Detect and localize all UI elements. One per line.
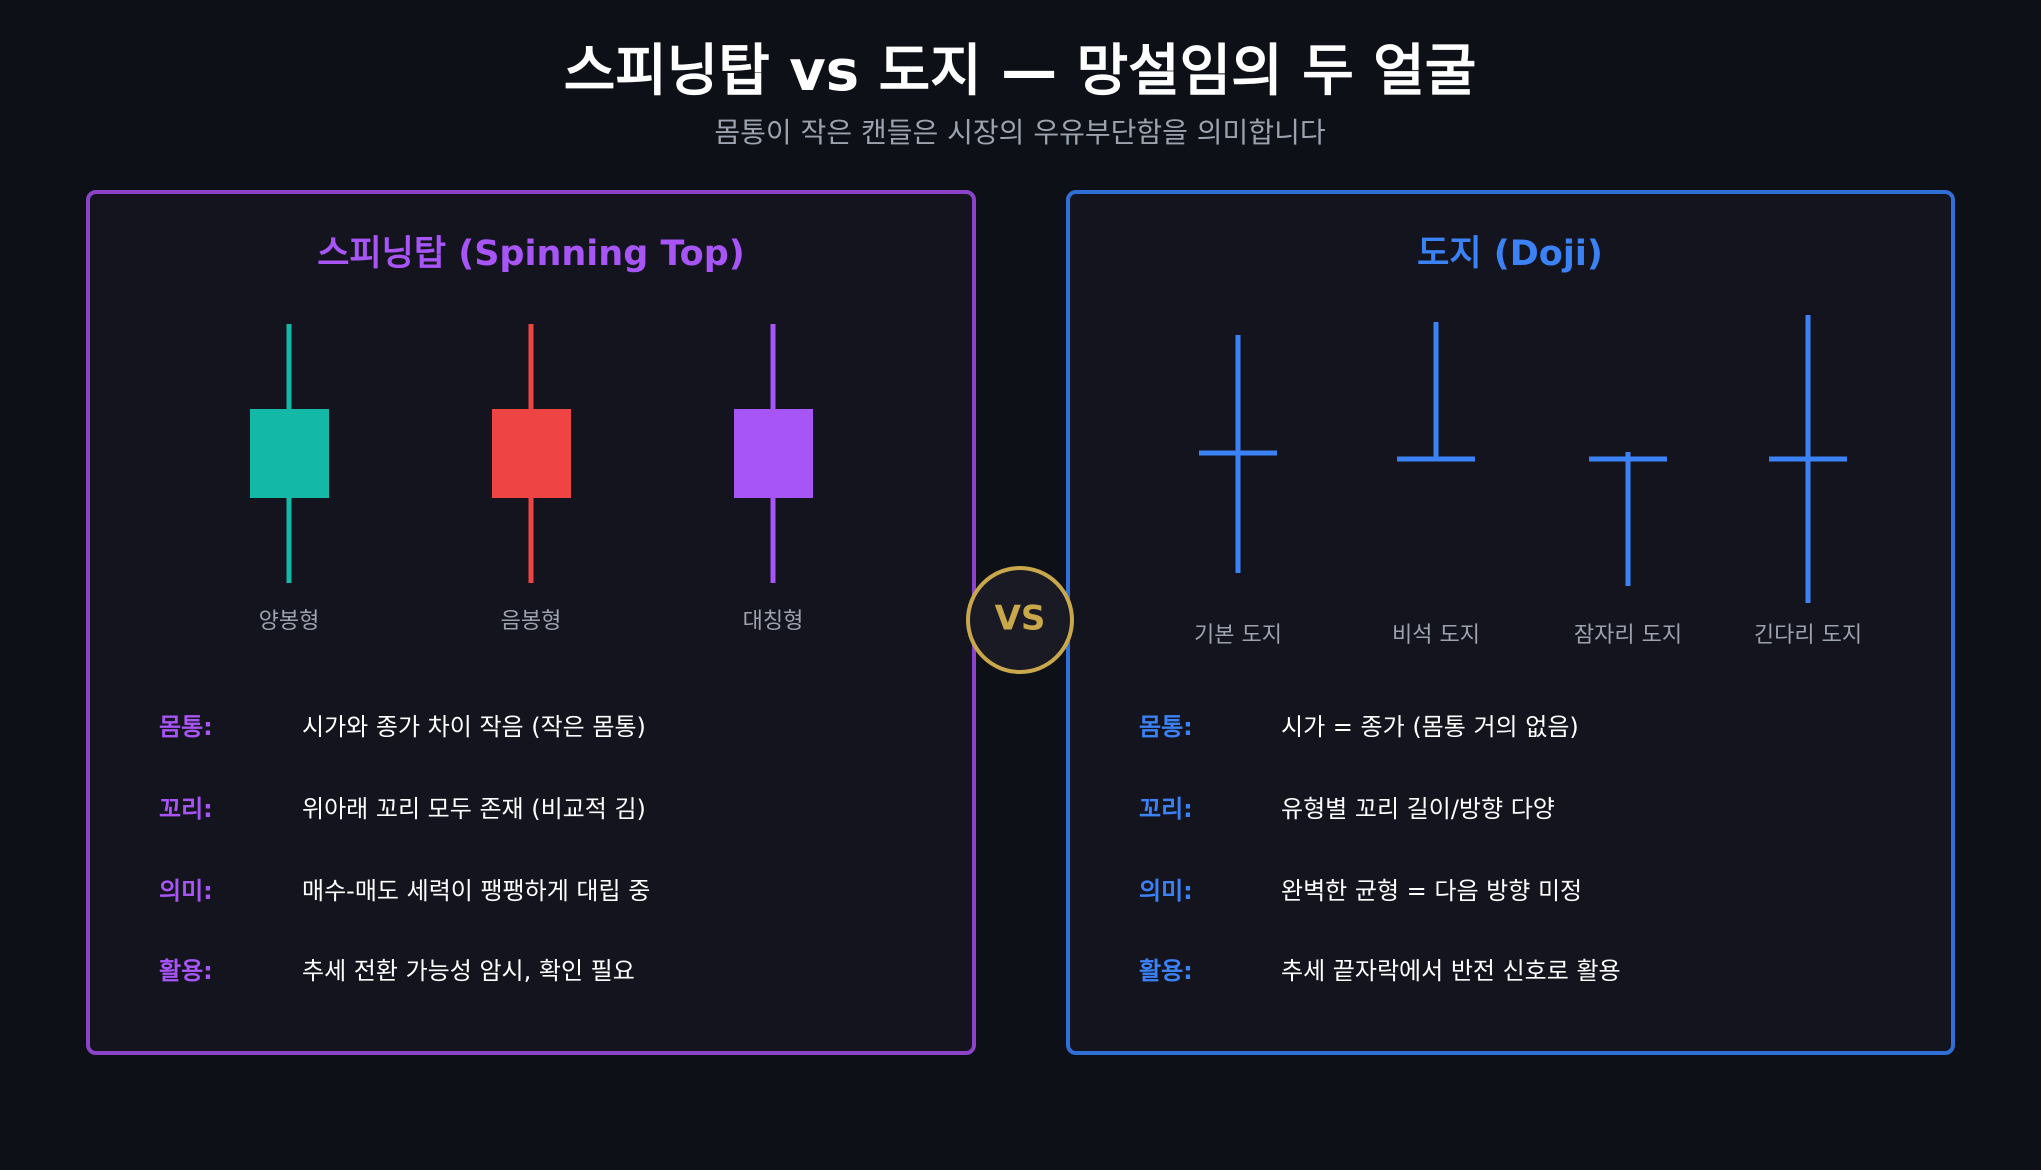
panel-title: 스피닝탑 (Spinning Top) bbox=[317, 234, 745, 274]
row-text: 위아래 꼬리 모두 존재 (비교적 김) bbox=[302, 795, 646, 823]
row-key: 꼬리: bbox=[159, 795, 213, 823]
row-key: 활용: bbox=[159, 957, 213, 985]
vs-label: VS bbox=[995, 599, 1046, 639]
item-label: 대칭형 bbox=[743, 609, 804, 634]
item-label: 기본 도지 bbox=[1194, 623, 1282, 648]
item-label: 비석 도지 bbox=[1392, 623, 1480, 648]
row-key: 몸통: bbox=[159, 713, 213, 741]
candle bbox=[250, 324, 329, 583]
item-label: 양봉형 bbox=[259, 609, 320, 634]
candle bbox=[734, 324, 813, 583]
item-label: 긴다리 도지 bbox=[1754, 623, 1862, 648]
row-key: 꼬리: bbox=[1139, 795, 1193, 823]
title: 스피닝탑 vs 도지 — 망설임의 두 얼굴 bbox=[564, 39, 1477, 104]
candle bbox=[492, 324, 571, 583]
row-key: 활용: bbox=[1139, 957, 1193, 985]
doji bbox=[1199, 335, 1277, 573]
doji bbox=[1589, 452, 1667, 586]
row-key: 의미: bbox=[1139, 877, 1193, 905]
row-text: 매수-매도 세력이 팽팽하게 대립 중 bbox=[302, 877, 650, 905]
doji bbox=[1769, 315, 1847, 603]
vs-badge bbox=[966, 566, 1074, 674]
row-key: 의미: bbox=[159, 877, 213, 905]
row-key: 몸통: bbox=[1139, 713, 1193, 741]
row-text: 추세 끝자락에서 반전 신호로 활용 bbox=[1281, 957, 1621, 985]
panel-title: 도지 (Doji) bbox=[1417, 234, 1603, 274]
row-text: 완벽한 균형 = 다음 방향 미정 bbox=[1281, 877, 1582, 905]
item-label: 잠자리 도지 bbox=[1574, 623, 1682, 648]
row-text: 시가와 종가 차이 작음 (작은 몸통) bbox=[302, 713, 646, 741]
subtitle: 몸통이 작은 캔들은 시장의 우유부단함을 의미합니다 bbox=[714, 116, 1325, 149]
row-text: 유형별 꼬리 길이/방향 다양 bbox=[1281, 795, 1555, 823]
doji bbox=[1397, 322, 1475, 462]
item-label: 음봉형 bbox=[501, 609, 562, 634]
row-text: 추세 전환 가능성 암시, 확인 필요 bbox=[302, 957, 635, 985]
row-text: 시가 = 종가 (몸통 거의 없음) bbox=[1281, 713, 1579, 741]
